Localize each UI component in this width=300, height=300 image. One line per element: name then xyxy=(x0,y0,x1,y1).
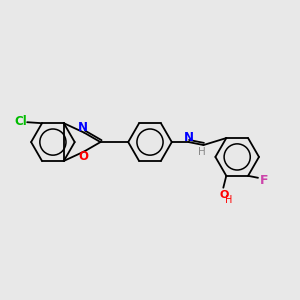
Text: F: F xyxy=(260,174,268,187)
Text: N: N xyxy=(184,130,194,144)
Text: H: H xyxy=(225,195,232,205)
Text: N: N xyxy=(78,121,88,134)
Text: H: H xyxy=(198,147,206,157)
Text: Cl: Cl xyxy=(15,115,28,128)
Text: O: O xyxy=(220,190,229,200)
Text: O: O xyxy=(78,150,88,163)
